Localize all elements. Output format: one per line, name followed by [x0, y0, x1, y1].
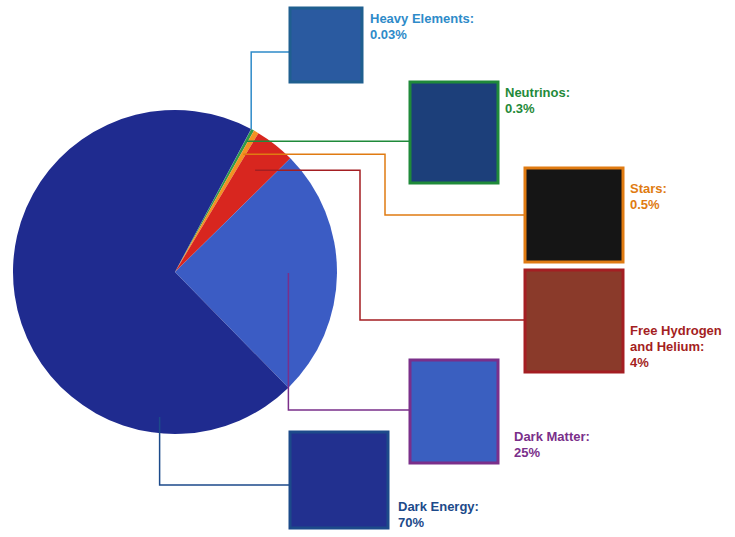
- svg-text:Stars:: Stars:: [630, 181, 667, 196]
- svg-text:and Helium:: and Helium:: [630, 339, 704, 354]
- svg-text:Neutrinos:: Neutrinos:: [505, 85, 570, 100]
- svg-text:Dark Energy:: Dark Energy:: [398, 499, 479, 514]
- svg-text:0.03%: 0.03%: [370, 27, 407, 42]
- svg-text:70%: 70%: [398, 515, 424, 530]
- svg-text:Heavy Elements:: Heavy Elements:: [370, 11, 474, 26]
- svg-text:Dark Matter:: Dark Matter:: [514, 429, 590, 444]
- svg-text:4%: 4%: [630, 355, 649, 370]
- svg-text:25%: 25%: [514, 445, 540, 460]
- svg-text:0.3%: 0.3%: [505, 101, 535, 116]
- svg-text:Free Hydrogen: Free Hydrogen: [630, 323, 725, 338]
- svg-text:0.5%: 0.5%: [630, 197, 660, 212]
